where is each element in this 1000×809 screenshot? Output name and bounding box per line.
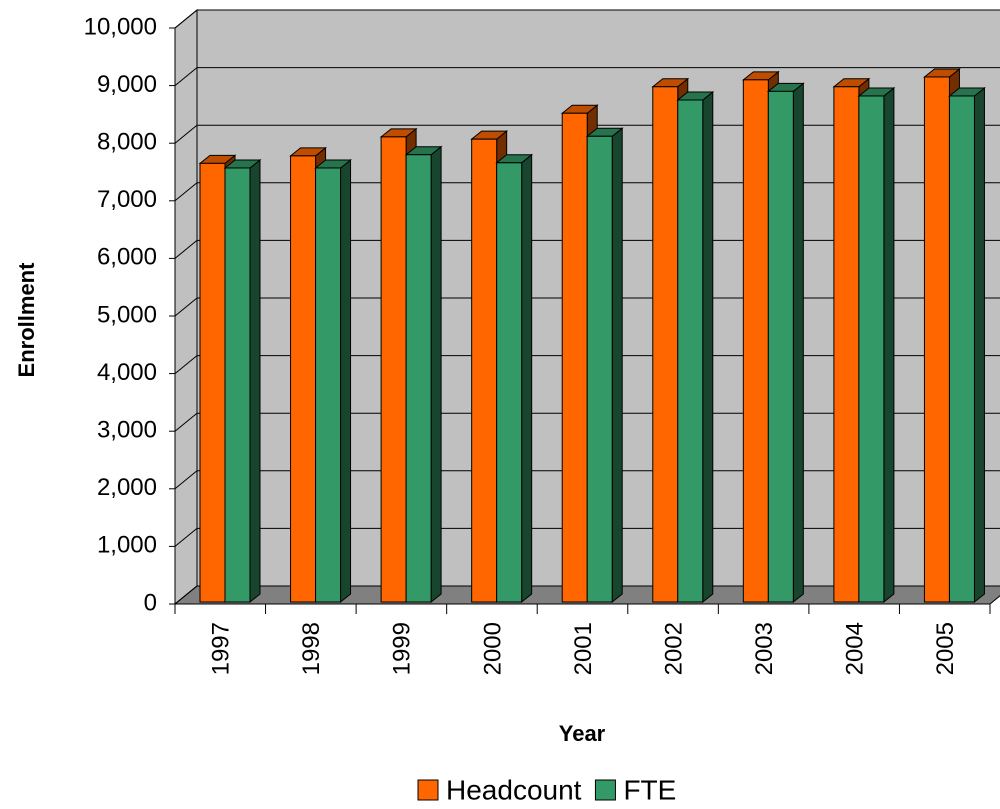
bar: [767, 90, 794, 603]
y-tick-label: 7,000: [97, 186, 157, 213]
grid-line: [174, 67, 1000, 86]
legend-swatch: [417, 779, 439, 801]
bar: [923, 76, 950, 603]
y-tick-label: 5,000: [97, 301, 157, 328]
y-tick-label: 6,000: [97, 244, 157, 271]
x-tick-label: 1998: [298, 622, 325, 675]
bar: [561, 112, 588, 603]
bar: [380, 136, 407, 603]
bar: [290, 155, 317, 603]
bar-side: [521, 153, 533, 604]
bar-side: [883, 86, 895, 604]
y-tick-label: 10,000: [84, 13, 157, 40]
x-tick-label: 2005: [932, 622, 959, 675]
x-tick-label: 2004: [842, 622, 869, 675]
bar: [948, 95, 975, 603]
legend-label: Headcount: [446, 774, 582, 805]
x-tick-label: 1997: [208, 622, 235, 675]
bar: [858, 95, 885, 603]
grid-line: [174, 9, 1000, 29]
x-tick-label: 1999: [389, 622, 416, 675]
bar: [315, 167, 342, 603]
y-tick-label: 9,000: [97, 71, 157, 98]
legend-label: FTE: [623, 774, 676, 805]
bar-side: [430, 145, 442, 604]
bar: [833, 86, 860, 603]
bar: [742, 79, 769, 603]
bar-side: [249, 158, 261, 604]
x-tick-label: 2003: [751, 622, 778, 675]
y-tick-label: 1,000: [97, 532, 157, 559]
y-tick-label: 2,000: [97, 474, 157, 501]
x-tick-label: 2002: [660, 622, 687, 675]
y-tick-label: 4,000: [97, 359, 157, 386]
y-axis-label: Enrollment: [14, 262, 39, 378]
bar-side: [792, 82, 804, 604]
bar: [405, 154, 432, 603]
bar: [496, 162, 523, 603]
bar-side: [611, 127, 623, 604]
bar: [199, 162, 226, 603]
bar-side: [973, 86, 985, 604]
bar: [224, 167, 251, 603]
x-tick-label: 2001: [570, 622, 597, 675]
bar: [586, 135, 613, 603]
x-tick-label: 2000: [479, 622, 506, 675]
bar-side: [340, 158, 352, 604]
bar: [652, 86, 679, 603]
legend-swatch: [594, 779, 616, 801]
bar: [471, 138, 498, 603]
x-axis-label: Year: [559, 721, 606, 746]
y-tick-label: 8,000: [97, 129, 157, 156]
y-tick-label: 3,000: [97, 417, 157, 444]
bar-side: [702, 90, 714, 604]
bar: [677, 99, 704, 603]
y-tick-label: 0: [144, 589, 157, 616]
